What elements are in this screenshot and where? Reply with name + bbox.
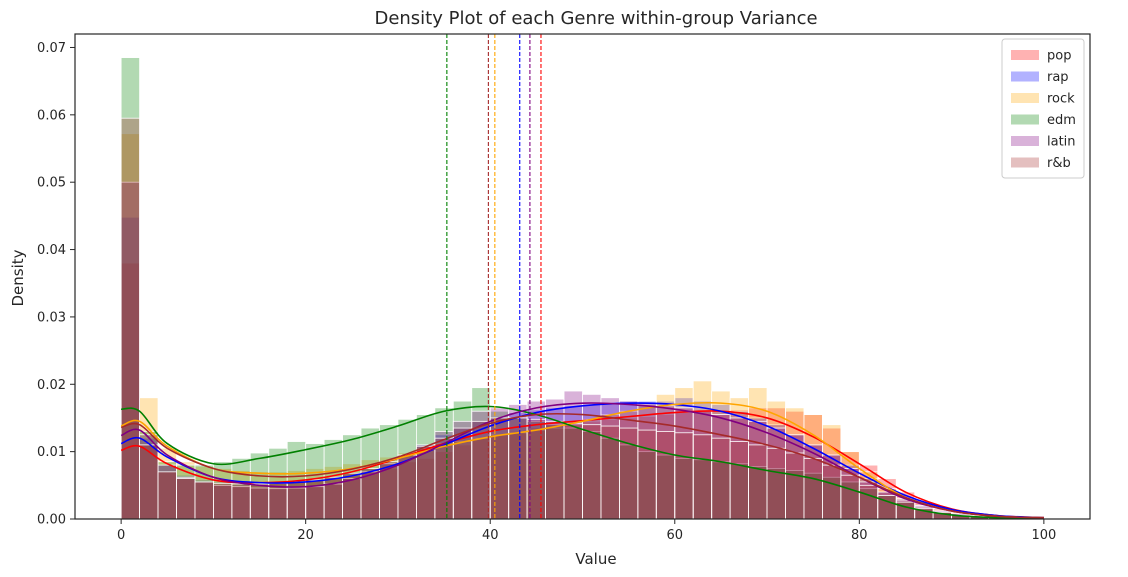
bar-r&b-20 xyxy=(489,417,510,520)
bar-r&b-0 xyxy=(120,117,140,520)
bar-r&b-24 xyxy=(563,422,583,520)
legend-label-edm: edm xyxy=(1047,113,1076,128)
legend-label-latin: latin xyxy=(1047,135,1076,150)
bar-r&b-6 xyxy=(231,483,251,520)
legend-label-r&b: r&b xyxy=(1047,156,1071,171)
bar-r&b-29 xyxy=(655,431,676,520)
legend-swatch-rap xyxy=(1011,71,1039,82)
series-bars-rock xyxy=(120,133,1045,520)
legend-label-rap: rap xyxy=(1047,70,1069,85)
y-tick-label: 0.03 xyxy=(37,310,66,325)
legend-swatch-rock xyxy=(1011,93,1039,103)
bar-r&b-38 xyxy=(822,464,842,520)
bar-r&b-28 xyxy=(637,429,657,520)
x-tick-label: 60 xyxy=(666,528,683,543)
x-tick-label: 0 xyxy=(117,528,125,543)
legend-swatch-edm xyxy=(1011,114,1039,125)
bar-r&b-31 xyxy=(692,434,713,520)
bar-r&b-8 xyxy=(268,482,288,520)
bar-r&b-3 xyxy=(176,478,196,520)
legend: pop rap rock edm latin r&b xyxy=(1001,38,1085,179)
kde-line-r&b xyxy=(120,412,1044,519)
legend-swatch-pop xyxy=(1011,50,1039,60)
x-tick-label: 20 xyxy=(297,528,314,543)
x-tick-label: 80 xyxy=(851,528,868,543)
bar-r&b-17 xyxy=(434,437,454,520)
legend-label-rock: rock xyxy=(1047,92,1075,107)
bar-r&b-33 xyxy=(729,441,749,520)
legend-label-pop: pop xyxy=(1047,49,1071,64)
kde-curves xyxy=(120,401,1044,520)
bar-r&b-25 xyxy=(582,424,602,520)
bar-r&b-2 xyxy=(157,471,177,520)
kde-line-rock xyxy=(120,401,1044,519)
axes xyxy=(74,33,1091,520)
series-bars-latin xyxy=(120,181,1045,520)
chart-title: Density Plot of each Genre within-group … xyxy=(374,8,817,29)
x-tick-label: 100 xyxy=(1031,528,1056,543)
legend-swatch-latin xyxy=(1011,136,1039,146)
x-tick-label: 40 xyxy=(482,528,499,543)
bar-r&b-4 xyxy=(194,481,214,520)
bar-r&b-7 xyxy=(249,483,270,520)
bar-r&b-32 xyxy=(711,437,731,520)
legend-box xyxy=(1001,38,1085,179)
x-axis-label: Value xyxy=(575,550,616,568)
legend-swatch-r&b xyxy=(1011,157,1039,168)
y-tick-label: 0.04 xyxy=(37,243,66,258)
bar-r&b-34 xyxy=(748,444,768,520)
y-tick-label: 0.07 xyxy=(37,41,66,56)
bar-r&b-5 xyxy=(213,482,233,520)
y-tick-label: 0.02 xyxy=(37,378,66,393)
y-axis-label: Density xyxy=(9,249,27,306)
bar-r&b-30 xyxy=(674,432,694,520)
bar-r&b-40 xyxy=(858,484,879,520)
kde-line-edm xyxy=(121,405,1044,520)
mean-lines xyxy=(446,34,542,519)
bar-r&b-37 xyxy=(803,457,823,520)
y-tick-label: 0.06 xyxy=(37,108,66,123)
bar-r&b-23 xyxy=(545,420,565,520)
axes-frame xyxy=(74,33,1091,520)
y-tick-label: 0.05 xyxy=(37,176,66,191)
series-bars-r&b xyxy=(120,117,1045,520)
ticks: 0 20 40 60 80 100 0.00 0.01 0.02 0.03 0.04 0.05 0.06… xyxy=(37,41,1056,543)
y-tick-label: 0.01 xyxy=(37,445,66,460)
kde-line-latin xyxy=(120,402,1044,519)
bar-r&b-35 xyxy=(766,447,786,520)
y-tick-label: 0.00 xyxy=(37,513,66,528)
bar-r&b-39 xyxy=(840,474,860,520)
bar-r&b-19 xyxy=(471,420,491,520)
bar-r&b-16 xyxy=(416,445,436,520)
bar-r&b-36 xyxy=(785,452,805,520)
